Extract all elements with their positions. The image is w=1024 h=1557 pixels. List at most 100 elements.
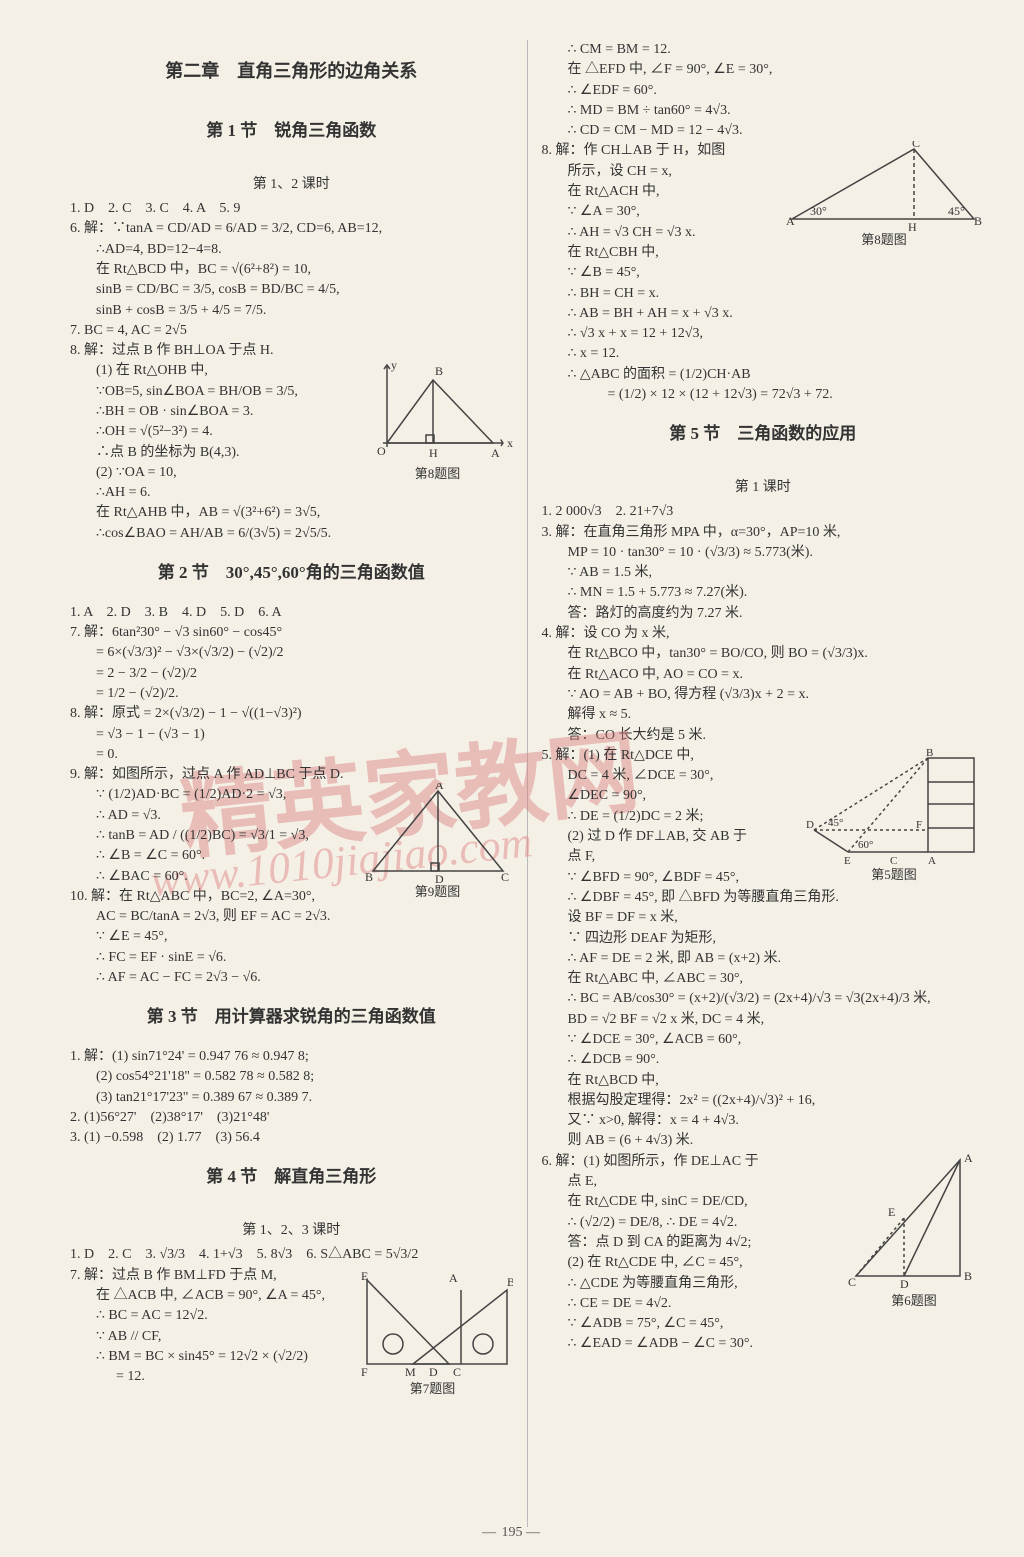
lbl-C6: C — [848, 1275, 856, 1289]
r-q8-figure: A B C H 30° 45° 第8题图 — [784, 141, 984, 250]
s5-q6-j: ∴ ∠EAD = ∠ADB − ∠C = 30°. — [542, 1334, 985, 1354]
s2-q8-a: 8. 解：原式 = 2×(√3/2) − 1 − √((1−√3)²) — [70, 704, 513, 724]
section4-title: 第 4 节 解直角三角形 — [70, 1165, 513, 1190]
s2-q9-figure: A B C D 第9题图 — [363, 783, 513, 902]
label-O: O — [377, 444, 386, 458]
label-D9: D — [435, 872, 444, 883]
s5-q4-e: 解得 x ≈ 5. — [542, 705, 985, 725]
s2-q10-c: ∵ ∠E = 45°, — [70, 927, 513, 947]
s3-q2: 2. (1)56°27' (2)38°17' (3)21°48' — [70, 1108, 513, 1128]
r-pre-a: ∴ CM = BM = 12. — [542, 40, 985, 60]
s2-q8-b: = √3 − 1 − (√3 − 1) — [70, 725, 513, 745]
lbl-E5: E — [844, 855, 851, 866]
lbl-60-5: 60° — [858, 839, 873, 851]
s3-q3: 3. (1) −0.598 (2) 1.77 (3) 56.4 — [70, 1128, 513, 1148]
s5-q5-t: 则 AB = (6 + 4√3) 米. — [542, 1131, 985, 1151]
footer-dash-right: — — [526, 1525, 542, 1540]
s4-q7-svg: E A B F M D C — [353, 1270, 513, 1380]
s1-answers: 1. D 2. C 3. C 4. A 5. 9 — [70, 199, 513, 219]
s1-q8-figure: y x O B H A 第8题图 — [363, 355, 513, 484]
label-A9: A — [435, 783, 444, 792]
s3-q1-c: (3) tan21°17'23'' = 0.389 67 ≈ 0.389 7. — [70, 1088, 513, 1108]
r-q8-h: ∴ BH = CH = x. — [542, 284, 985, 304]
r-q8-i: ∴ AB = BH + AH = x + √3 x. — [542, 304, 985, 324]
lbl-F7: F — [361, 1365, 368, 1379]
r-pre-d: ∴ MD = BM ÷ tan60° = 4√3. — [542, 101, 985, 121]
r-q8-k: ∴ x = 12. — [542, 344, 985, 364]
s5-q5-fig-caption: 第5题图 — [804, 866, 984, 885]
section1-title: 第 1 节 锐角三角函数 — [70, 119, 513, 144]
r-pre-e: ∴ CD = CM − MD = 12 − 4√3. — [542, 121, 985, 141]
s1-q8-block: 8. 解：过点 B 作 BH⊥OA 于点 H. (1) 在 Rt△OHB 中, … — [70, 341, 513, 503]
s5-q3-c: ∵ AB = 1.5 米, — [542, 563, 985, 583]
s5-q5-h: ∴ ∠DBF = 45°, 即 △BFD 为等腰直角三角形. — [542, 888, 985, 908]
lbl-A8r: A — [786, 214, 795, 228]
s5-q5-j: ∵ 四边形 DEAF 为矩形, — [542, 929, 985, 949]
s2-q8-c: = 0. — [70, 745, 513, 765]
s1-q8-svg: y x O B H A — [363, 355, 513, 465]
chapter-title: 第二章 直角三角形的边角关系 — [70, 58, 513, 84]
section5-lesson: 第 1 课时 — [542, 478, 985, 498]
r-pre-c: ∴ ∠EDF = 60°. — [542, 81, 985, 101]
s5-q3-a: 3. 解：在直角三角形 MPA 中，α=30°，AP=10 米, — [542, 523, 985, 543]
footer-dash-left: — — [482, 1525, 498, 1540]
s2-q10-e: ∴ AF = AC − FC = 2√3 − √6. — [70, 968, 513, 988]
s2-q7-b: = 6×(√3/3)² − √3×(√3/2) − (√2)/2 — [70, 643, 513, 663]
s5-q4-a: 4. 解：设 CO 为 x 米, — [542, 624, 985, 644]
r-q8-fig-caption: 第8题图 — [784, 231, 984, 250]
section4-lesson: 第 1、2、3 课时 — [70, 1221, 513, 1241]
s1-q8-i: 在 Rt△AHB 中，AB = √(3²+6²) = 3√5, — [70, 503, 513, 523]
s5-q5-block: 5. 解：(1) 在 Rt△DCE 中, DC = 4 米, ∠DCE = 30… — [542, 746, 985, 868]
s5-q3-d: ∴ MN = 1.5 + 5.773 ≈ 7.27(米). — [542, 583, 985, 603]
s4-q7-fig-caption: 第7题图 — [353, 1380, 513, 1399]
right-column: ∴ CM = BM = 12. 在 △EFD 中, ∠F = 90°, ∠E =… — [542, 40, 985, 1527]
s1-q8-fig-caption: 第8题图 — [363, 465, 513, 484]
label-H: H — [429, 446, 438, 460]
page: 精英家教网 www.1010jiajiao.com 第二章 直角三角形的边角关系… — [0, 0, 1024, 1557]
s5-q4-f: 答：CO 长大约是 5 米. — [542, 726, 985, 746]
lbl-H8r: H — [908, 220, 917, 231]
r-q8-j: ∴ √3 x + x = 12 + 12√3, — [542, 324, 985, 344]
label-C9: C — [501, 870, 509, 883]
s5-q5-r: 根据勾股定理得：2x² = ((2x+4)/√3)² + 16, — [542, 1091, 985, 1111]
left-column: 第二章 直角三角形的边角关系 第 1 节 锐角三角函数 第 1、2 课时 1. … — [70, 40, 513, 1527]
label-x: x — [507, 436, 513, 450]
label-B9: B — [365, 870, 373, 883]
s5-q5-q: 在 Rt△BCD 中, — [542, 1071, 985, 1091]
s5-q5-i: 设 BF = DF = x 米, — [542, 908, 985, 928]
s5-q4-c: 在 Rt△ACO 中, AO = CO = x. — [542, 665, 985, 685]
section1-lesson: 第 1、2 课时 — [70, 175, 513, 195]
label-A: A — [491, 446, 500, 460]
s5-q3-b: MP = 10 · tan30° = 10 · (√3/3) ≈ 5.773(米… — [542, 543, 985, 563]
s5-q6-block: 6. 解：(1) 如图所示，作 DE⊥AC 于 点 E, 在 Rt△CDE 中,… — [542, 1152, 985, 1355]
s2-q10-d: ∴ FC = EF · sinE = √6. — [70, 948, 513, 968]
r-q8-svg: A B C H 30° 45° — [784, 141, 984, 231]
lbl-C7: C — [453, 1365, 461, 1379]
s5-answers: 1. 2 000√3 2. 21+7√3 — [542, 502, 985, 522]
s3-q1-b: (2) cos54°21'18'' = 0.582 78 ≈ 0.582 8; — [70, 1067, 513, 1087]
s1-q7: 7. BC = 4, AC = 2√5 — [70, 321, 513, 341]
s2-q9-svg: A B C D — [363, 783, 513, 883]
s5-q4-b: 在 Rt△BCO 中，tan30° = BO/CO, 则 BO = (√3/3)… — [542, 644, 985, 664]
lbl-C5: C — [890, 855, 897, 866]
lbl-30-8r: 30° — [810, 204, 827, 218]
lbl-M7: M — [405, 1365, 416, 1379]
s2-q10-b: AC = BC/tanA = 2√3, 则 EF = AC = 2√3. — [70, 907, 513, 927]
s5-q6-i: ∵ ∠ADB = 75°, ∠C = 45°, — [542, 1314, 985, 1334]
lbl-C8r: C — [912, 141, 920, 150]
s1-q8-h: ∴AH = 6. — [70, 483, 513, 503]
s3-q1-a: 1. 解：(1) sin71°24' = 0.947 76 ≈ 0.947 8; — [70, 1047, 513, 1067]
lbl-45-8r: 45° — [948, 204, 965, 218]
section5-title: 第 5 节 三角函数的应用 — [542, 422, 985, 447]
s5-q5-figure: B D F E C A 45° 60° 第5题图 — [804, 746, 984, 885]
s5-q6-figure: A B C D E 第6题图 — [844, 1152, 984, 1311]
s1-q8-j: ∴cos∠BAO = AH/AB = 6/(3√5) = 2√5/5. — [70, 524, 513, 544]
r-q8-m: = (1/2) × 12 × (12 + 12√3) = 72√3 + 72. — [542, 385, 985, 405]
lbl-45-5: 45° — [828, 817, 843, 829]
s2-q9-fig-caption: 第9题图 — [363, 883, 513, 902]
r-pre-b: 在 △EFD 中, ∠F = 90°, ∠E = 30°, — [542, 60, 985, 80]
s5-q5-s: 又∵ x>0, 解得：x = 4 + 4√3. — [542, 1111, 985, 1131]
r-q8-block: 8. 解：作 CH⊥AB 于 H，如图 所示，设 CH = x, 在 Rt△AC… — [542, 141, 985, 303]
s5-q5-m: ∴ BC = AB/cos30° = (x+2)/(√3/2) = (2x+4)… — [542, 989, 985, 1009]
lbl-E7: E — [361, 1270, 368, 1283]
